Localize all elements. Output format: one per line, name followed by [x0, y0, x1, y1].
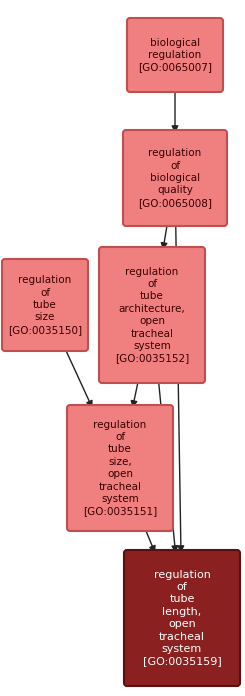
FancyBboxPatch shape — [127, 18, 223, 92]
Text: regulation
of
tube
architecture,
open
tracheal
system
[GO:0035152]: regulation of tube architecture, open tr… — [115, 267, 189, 363]
FancyBboxPatch shape — [124, 550, 240, 686]
FancyBboxPatch shape — [67, 405, 173, 531]
Text: biological
regulation
[GO:0065007]: biological regulation [GO:0065007] — [138, 38, 212, 72]
FancyBboxPatch shape — [123, 130, 227, 226]
Text: regulation
of
tube
size
[GO:0035150]: regulation of tube size [GO:0035150] — [8, 275, 82, 335]
FancyBboxPatch shape — [99, 247, 205, 383]
Text: regulation
of
tube
size,
open
tracheal
system
[GO:0035151]: regulation of tube size, open tracheal s… — [83, 420, 157, 516]
Text: regulation
of
biological
quality
[GO:0065008]: regulation of biological quality [GO:006… — [138, 148, 212, 208]
FancyBboxPatch shape — [2, 259, 88, 351]
Text: regulation
of
tube
length,
open
tracheal
system
[GO:0035159]: regulation of tube length, open tracheal… — [143, 569, 221, 666]
